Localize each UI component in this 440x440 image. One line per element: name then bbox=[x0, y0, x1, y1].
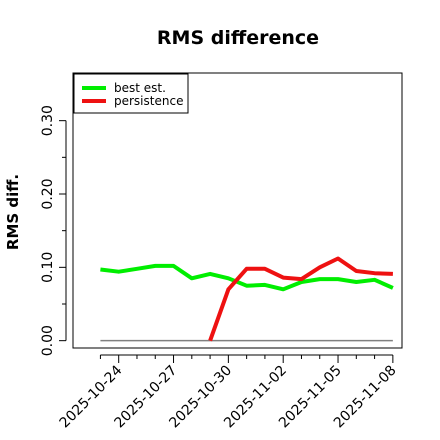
legend-label-best-est: best est. bbox=[114, 81, 166, 95]
y-tick-label: 0.20 bbox=[40, 178, 56, 209]
y-axis-label: RMS diff. bbox=[4, 174, 22, 250]
legend-box bbox=[73, 73, 189, 114]
y-tick-label: 0.00 bbox=[40, 325, 56, 356]
y-tick-label: 0.10 bbox=[40, 252, 56, 283]
legend: best est. persistence bbox=[73, 73, 189, 114]
y-tick-label: 0.30 bbox=[40, 105, 56, 136]
series-line-persistence bbox=[208, 256, 393, 342]
legend-label-persistence: persistence bbox=[114, 94, 183, 108]
plot-frame bbox=[72, 72, 403, 349]
chart-title: RMS difference bbox=[157, 27, 319, 49]
series-layer bbox=[100, 256, 394, 342]
series-line-best-est bbox=[100, 263, 394, 292]
y-axis: 0.00 0.10 0.20 0.30 bbox=[40, 105, 67, 356]
x-axis: 2025-10-242025-10-272025-10-302025-11-02… bbox=[57, 354, 400, 431]
